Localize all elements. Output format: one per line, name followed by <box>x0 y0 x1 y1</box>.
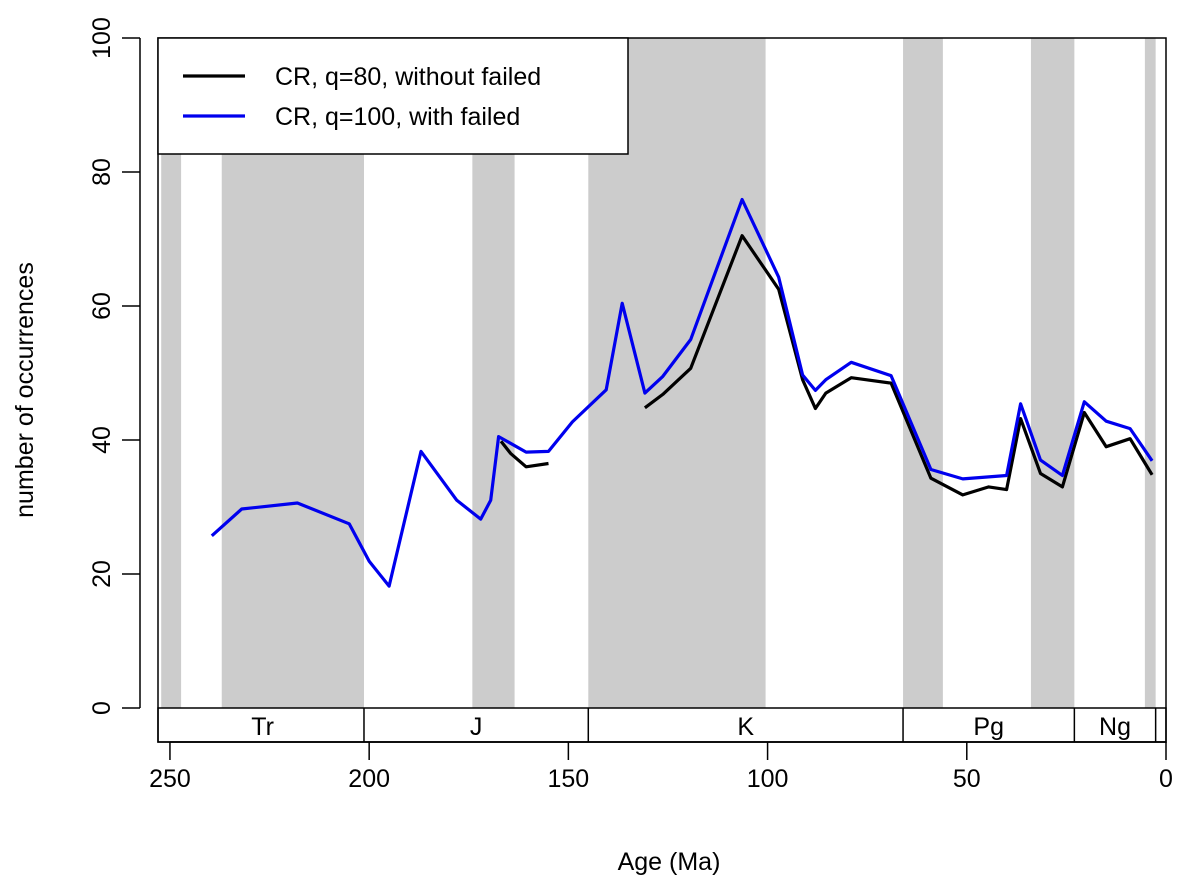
stage-band <box>1030 38 1075 708</box>
legend-label: CR, q=80, without failed <box>275 63 541 91</box>
x-axis: 250 200 150 100 50 0 <box>149 741 1173 793</box>
y-tick-label: 20 <box>88 560 116 588</box>
y-tick-label: 60 <box>88 292 116 320</box>
x-tick-label: 250 <box>149 765 191 793</box>
y-axis: 0 20 40 60 80 100 <box>88 17 141 715</box>
stage-band <box>161 38 182 708</box>
x-tick-label: 50 <box>953 765 981 793</box>
timescale-strip <box>157 707 1167 743</box>
period-timescale: Tr J K Pg Ng <box>157 707 1167 743</box>
legend-box <box>157 37 629 155</box>
y-tick-label: 100 <box>88 17 116 59</box>
legend: CR, q=80, without failed CR, q=100, with … <box>157 37 629 155</box>
stage-band <box>903 38 943 708</box>
series-lines <box>210 197 1154 588</box>
y-tick-label: 40 <box>88 426 116 454</box>
period-label: J <box>470 713 483 741</box>
x-tick-label: 0 <box>1159 765 1173 793</box>
period-label: K <box>737 713 754 741</box>
x-tick-label: 200 <box>348 765 390 793</box>
stage-shading <box>161 38 1156 708</box>
stage-band <box>1144 38 1156 708</box>
series-line <box>499 440 549 469</box>
period-label: Ng <box>1099 713 1131 741</box>
y-tick-label: 80 <box>88 158 116 186</box>
series-line <box>210 197 1154 588</box>
x-tick-label: 150 <box>548 765 590 793</box>
period-label: Pg <box>973 713 1004 741</box>
y-tick-label: 0 <box>88 701 116 715</box>
x-tick-label: 100 <box>747 765 789 793</box>
series-line <box>643 234 1154 497</box>
legend-label: CR, q=100, with failed <box>275 103 520 131</box>
period-label: Tr <box>251 713 274 741</box>
y-axis-label: number of occurrences <box>11 262 39 518</box>
x-axis-label: Age (Ma) <box>618 848 721 876</box>
